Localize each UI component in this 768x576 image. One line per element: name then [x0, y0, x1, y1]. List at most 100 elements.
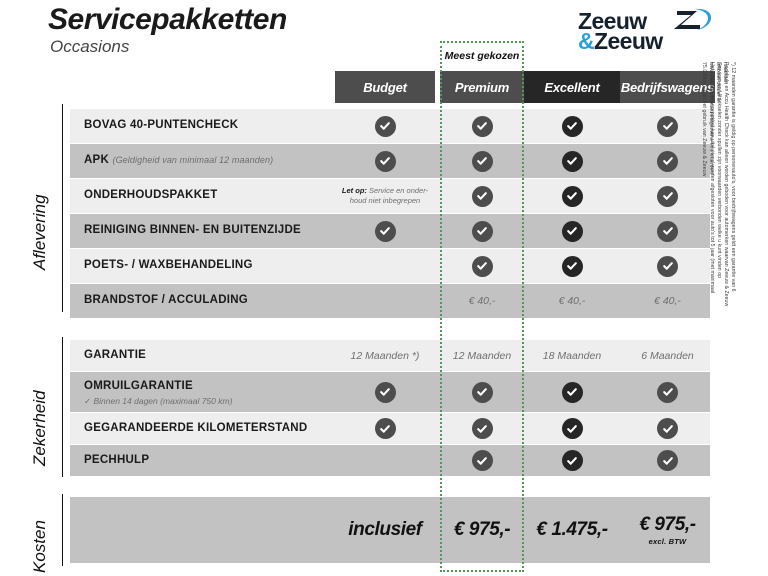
row-label: GARANTIE	[84, 348, 147, 361]
table-cell	[440, 144, 524, 178]
table-row: ONDERHOUDSPAKKET Let op: Service en onder…	[70, 179, 710, 213]
logo-line-2: &Zeeuw	[578, 30, 663, 53]
cell-value: € 40,-	[468, 295, 496, 307]
logo-line-2-text: Zeeuw	[594, 28, 663, 54]
table-row: POETS- / WAXBEHANDELING	[70, 249, 710, 283]
table-cell	[440, 413, 524, 444]
check-icon	[471, 381, 493, 403]
table-row: REINIGING BINNEN- EN BUITENZIJDE	[70, 214, 710, 248]
page-title: Servicepakketten	[48, 3, 287, 36]
check-icon	[471, 255, 493, 277]
check-icon	[561, 418, 583, 439]
check-icon	[657, 418, 678, 439]
cost-price: € 975,-	[453, 519, 511, 540]
check-icon	[561, 450, 583, 471]
logo-ampersand: &	[578, 28, 595, 54]
cost-price: € 1.475,-	[536, 519, 608, 540]
section-label-zekerheid: Zekerheid	[30, 390, 49, 466]
most-chosen-badge: Meest gekozen	[444, 50, 520, 62]
cell-value: 6 Maanden	[641, 349, 694, 362]
check-icon	[471, 115, 493, 137]
page-subtitle: Occasions	[50, 37, 130, 56]
table-cell	[524, 372, 620, 412]
table-cell	[335, 214, 435, 248]
check-icon	[657, 185, 678, 207]
table-cell: € 40,-	[524, 284, 620, 318]
cost-price: inclusief	[348, 519, 422, 540]
table-cell	[524, 214, 620, 248]
row-label: PECHHULP	[84, 453, 150, 466]
row-label: APK (Geldigheid van minimaal 12 maanden)	[84, 154, 274, 166]
check-icon	[561, 220, 583, 242]
table-cell	[524, 445, 620, 476]
table-cell	[440, 109, 524, 143]
table-cell: 12 Maanden *)	[335, 340, 435, 371]
check-icon	[471, 150, 493, 172]
check-icon	[657, 450, 678, 471]
table-cell	[620, 413, 715, 444]
logo-line-1: Zeeuw	[578, 8, 647, 34]
table-row: BOVAG 40-PUNTENCHECK	[70, 109, 710, 143]
check-icon	[374, 418, 396, 439]
table-cell	[335, 284, 435, 318]
row-label: GEGARANDEERDE KILOMETERSTAND	[84, 421, 308, 434]
table-cell	[335, 372, 435, 412]
check-icon	[561, 115, 583, 137]
check-icon	[561, 255, 583, 277]
column-headers: Budget Premium Excellent Bedrijfswagens	[335, 71, 715, 103]
fineprint-block: Het Excellent-servicepakket kan uitsluit…	[701, 62, 768, 306]
table-cell	[620, 179, 715, 213]
check-icon	[471, 185, 493, 207]
column-header-budget[interactable]: Budget	[335, 71, 435, 103]
swoosh-z-icon	[674, 8, 712, 30]
table-cell: € 40,-	[620, 284, 715, 318]
table-cell	[335, 413, 435, 444]
check-icon	[471, 450, 493, 471]
table-cell	[524, 413, 620, 444]
cost-row: inclusief € 975,- € 1.475,- € 975,- excl. BT…	[70, 497, 710, 563]
check-icon	[374, 150, 396, 172]
cell-value: 12 Maanden	[452, 349, 512, 362]
section-label-aflevering: Aflevering	[30, 194, 49, 270]
table-cell: Let op: Service en onder-houd niet inbeg…	[335, 179, 435, 213]
table-row: BRANDSTOF / ACCULADING € 40,- € 40,- € 40,-	[70, 284, 710, 318]
table-cell	[440, 214, 524, 248]
column-header-excellent[interactable]: Excellent	[524, 71, 620, 103]
table-cell	[524, 109, 620, 143]
table-cell	[620, 249, 715, 283]
section-label-kosten: Kosten	[30, 520, 49, 573]
cell-value: € 40,-	[654, 295, 681, 307]
section-rule-aflevering	[62, 104, 63, 312]
table-cell	[335, 109, 435, 143]
table-cell	[335, 144, 435, 178]
check-icon	[561, 381, 583, 403]
table-cell: 18 Maanden	[524, 340, 620, 371]
section-rule-kosten	[62, 494, 63, 566]
cell-value: 18 Maanden	[542, 349, 602, 362]
row-label: BOVAG 40-PUNTENCHECK	[84, 119, 239, 131]
row-sublabel: (Geldigheid van minimaal 12 maanden)	[112, 155, 274, 165]
cost-price-note: excl. BTW	[648, 537, 687, 546]
row-label: REINIGING BINNEN- EN BUITENZIJDE	[84, 224, 301, 236]
check-icon	[657, 115, 678, 137]
cost-cell: € 1.475,-	[524, 497, 620, 563]
column-header-bedrijfswagens[interactable]: Bedrijfswagens	[620, 71, 715, 103]
table-cell	[335, 445, 435, 476]
table-cell	[620, 372, 715, 412]
table-cell: 6 Maanden	[620, 340, 715, 371]
check-icon	[657, 150, 678, 172]
table-cell	[440, 179, 524, 213]
check-icon	[374, 115, 396, 137]
check-icon	[561, 150, 583, 172]
table-cell	[524, 179, 620, 213]
column-header-premium[interactable]: Premium	[440, 71, 524, 103]
table-cell	[620, 109, 715, 143]
cell-value: 12 Maanden *)	[350, 349, 420, 362]
check-icon	[471, 418, 493, 439]
table-cell: 12 Maanden	[440, 340, 524, 371]
table-row: APK (Geldigheid van minimaal 12 maanden)	[70, 144, 710, 178]
table-row: GEGARANDEERDE KILOMETERSTAND	[70, 413, 710, 444]
table-row: GARANTIE 12 Maanden *) 12 Maanden 18 Maande…	[70, 340, 710, 371]
cost-cell: inclusief	[335, 497, 435, 563]
